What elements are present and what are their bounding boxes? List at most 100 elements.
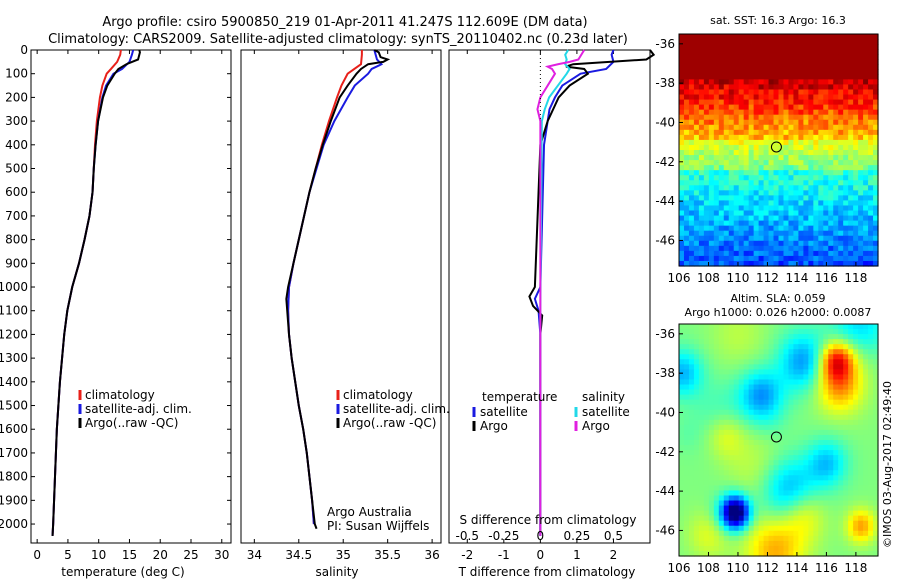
heatmap-cell	[778, 109, 785, 116]
heatmap-cell	[713, 150, 720, 156]
heatmap-cell	[718, 225, 725, 232]
heatmap-cell	[758, 260, 765, 267]
heatmap-cell	[753, 384, 760, 391]
heatmap-cell	[773, 470, 780, 476]
heatmap-cell	[803, 109, 809, 116]
heatmap-cell	[853, 379, 859, 386]
heatmap-cell	[723, 485, 730, 492]
heatmap-cell	[758, 160, 765, 166]
heatmap-cell	[698, 205, 705, 212]
heatmap-cell	[708, 180, 715, 186]
heatmap-cell	[708, 434, 715, 441]
heatmap-cell	[808, 550, 814, 557]
s-axis-tick-label: -0.5	[456, 529, 479, 543]
heatmap-cell	[853, 510, 859, 517]
heatmap-cell	[843, 409, 849, 416]
heatmap-cell	[723, 49, 730, 55]
heatmap-cell	[783, 260, 790, 267]
heatmap-cell	[843, 39, 849, 45]
heatmap-cell	[873, 379, 879, 386]
heatmap-cell	[758, 530, 765, 537]
heatmap-cell	[718, 334, 725, 340]
heatmap-cell	[778, 520, 785, 527]
heatmap-cell	[738, 260, 745, 267]
heatmap-cell	[683, 480, 690, 486]
heatmap-cell	[783, 535, 790, 542]
heatmap-cell	[863, 195, 869, 202]
heatmap-cell	[853, 419, 859, 426]
heatmap-cell	[683, 505, 690, 512]
heatmap-cell	[738, 490, 745, 497]
s-axis-tick-label: 0.25	[564, 529, 591, 543]
x-tick-label: 118	[844, 561, 867, 575]
heatmap-cell	[733, 69, 740, 75]
heatmap-cell	[708, 230, 715, 237]
heatmap-cell	[803, 215, 809, 222]
heatmap-cell	[798, 545, 804, 552]
heatmap-cell	[768, 39, 775, 45]
heatmap-cell	[708, 490, 715, 497]
heatmap-cell	[798, 359, 804, 365]
heatmap-cell	[703, 540, 710, 547]
heatmap-cell	[708, 334, 715, 340]
heatmap-cell	[853, 440, 859, 446]
heatmap-cell	[833, 180, 839, 186]
heatmap-cell	[798, 255, 804, 262]
heatmap-cell	[698, 34, 705, 40]
heatmap-cell	[713, 520, 720, 527]
heatmap-cell	[868, 64, 874, 70]
heatmap-cell	[808, 495, 814, 502]
heatmap-cell	[828, 235, 834, 242]
heatmap-cell	[818, 440, 824, 446]
heatmap-cell	[723, 414, 730, 421]
heatmap-cell	[868, 515, 874, 522]
heatmap-cell	[708, 429, 715, 436]
heatmap-cell	[688, 455, 695, 461]
heatmap-cell	[858, 440, 864, 446]
heatmap-cell	[778, 545, 785, 552]
heatmap-cell	[763, 240, 770, 247]
heatmap-cell	[813, 124, 819, 131]
heatmap-cell	[743, 155, 750, 161]
heatmap-cell	[833, 134, 839, 141]
heatmap-cell	[853, 485, 859, 492]
heatmap-cell	[683, 69, 690, 75]
heatmap-cell	[848, 359, 854, 365]
heatmap-cell	[858, 190, 864, 196]
heatmap-cell	[738, 240, 745, 247]
heatmap-cell	[793, 170, 799, 176]
heatmap-cell	[778, 99, 785, 106]
heatmap-cell	[873, 324, 879, 330]
heatmap-cell	[798, 480, 804, 486]
heatmap-cell	[808, 394, 814, 401]
heatmap-cell	[863, 324, 869, 330]
heatmap-cell	[679, 44, 685, 50]
heatmap-cell	[853, 399, 859, 406]
heatmap-cell	[808, 175, 814, 181]
heatmap-cell	[753, 39, 760, 45]
heatmap-cell	[843, 445, 849, 451]
heatmap-cell	[863, 150, 869, 156]
plot-frame	[240, 49, 442, 544]
heatmap-cell	[783, 64, 790, 70]
heatmap-cell	[713, 324, 720, 330]
heatmap-cell	[863, 220, 869, 227]
heatmap-cell	[698, 170, 705, 176]
heatmap-cell	[723, 434, 730, 441]
heatmap-cell	[708, 384, 715, 391]
heatmap-cell	[868, 535, 874, 542]
heatmap-cell	[733, 205, 740, 212]
heatmap-cell	[713, 109, 720, 116]
heatmap-cell	[873, 409, 879, 416]
heatmap-cell	[768, 89, 775, 96]
heatmap-cell	[823, 379, 829, 386]
heatmap-cell	[848, 419, 854, 426]
x-tick-label: 15	[122, 548, 137, 562]
heatmap-cell	[863, 404, 869, 411]
heatmap-cell	[733, 434, 740, 441]
heatmap-cell	[708, 240, 715, 247]
heatmap-cell	[848, 460, 854, 466]
heatmap-cell	[693, 349, 700, 355]
heatmap-cell	[743, 89, 750, 96]
heatmap-cell	[748, 525, 755, 532]
